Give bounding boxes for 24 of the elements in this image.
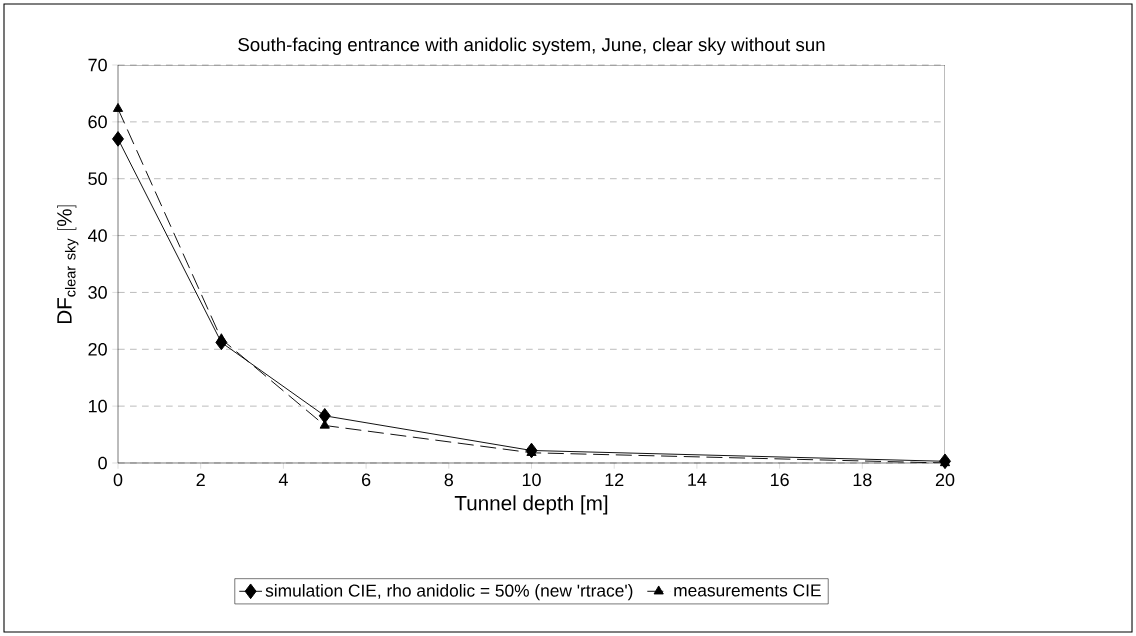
legend-label: simulation CIE, rho anidolic = 50% (new 'rtrace'): [265, 584, 633, 601]
y-tick-label: 70: [88, 58, 107, 72]
y-tick-label: 10: [88, 399, 107, 413]
y-tick-label: 30: [88, 286, 107, 299]
x-tick-label: 8: [444, 473, 454, 487]
x-tick-label: 4: [278, 473, 288, 486]
x-tick-label: 16: [770, 473, 789, 487]
legend-label: measurements CIE: [674, 584, 821, 597]
y-tick-label: 60: [88, 115, 107, 129]
x-tick-label: 2: [196, 473, 205, 486]
y-tick-label: 0: [98, 456, 107, 470]
y-axis-title: $\mathrm{DF}_{\mathrm{clear\ sky}}\ [\%]$: [57, 205, 79, 324]
x-tick-label: 0: [113, 473, 123, 487]
y-tick-label: 20: [88, 342, 107, 356]
x-tick-label: 20: [935, 473, 955, 487]
y-tick-label: 40: [88, 229, 107, 242]
x-tick-label: 10: [522, 473, 541, 487]
x-tick-label: 18: [853, 473, 872, 487]
y-tick-label: 50: [88, 172, 107, 186]
x-tick-label: 12: [605, 473, 624, 486]
x-tick-label: 14: [688, 473, 707, 486]
chart-title: South-facing entrance with anidolic system, June, clear sky without sun: [238, 37, 825, 55]
x-tick-label: 6: [362, 473, 371, 487]
x-axis-title: Tunnel depth [m]: [454, 495, 608, 515]
